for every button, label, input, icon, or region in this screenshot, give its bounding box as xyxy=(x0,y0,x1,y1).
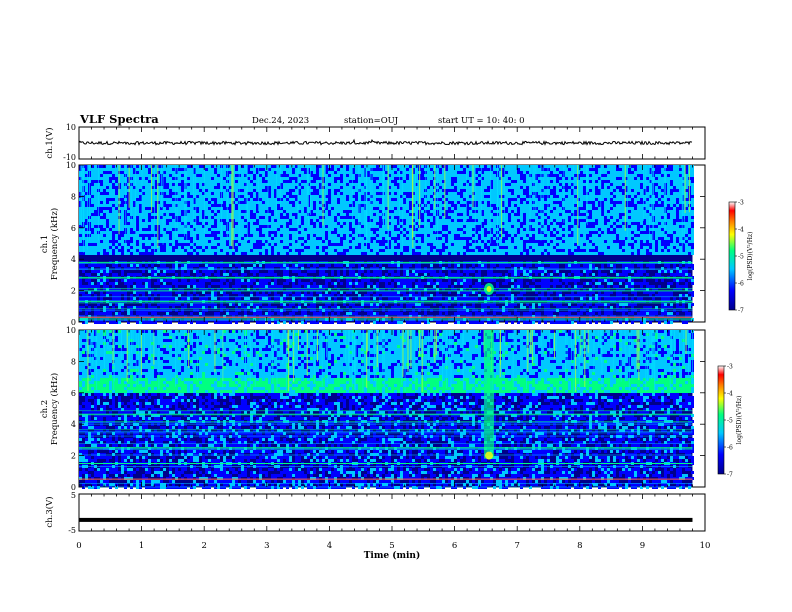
ch2-spectrogram-panel: 0 2 4 6 8 10 ch.2 Frequency (kHz) xyxy=(40,326,706,492)
colorbar-tick-label: -5 xyxy=(727,418,733,425)
colorbar-tick-label: -3 xyxy=(738,200,744,207)
ch2-colorbar: -3 -4 -5 -6 -7 log(PSD)(V²/Hz) xyxy=(717,364,743,479)
colorbar-tick-label: -7 xyxy=(727,472,733,479)
time-tick-label: 10 xyxy=(700,541,711,551)
ch2-spec-ylabel-freq: Frequency (kHz) xyxy=(49,373,60,445)
ch1-colorbar-label: log(PSD)(V²/Hz) xyxy=(747,232,754,281)
colorbar-tick-label: -5 xyxy=(738,254,744,261)
ch1-spectrogram-axis: 0 2 4 6 8 10 xyxy=(66,161,706,327)
colorbar-tick-label: -6 xyxy=(727,445,733,452)
time-tick-label: 9 xyxy=(640,541,645,551)
ch2-spectrogram xyxy=(79,330,694,489)
ch3-ytick-bottom: -5 xyxy=(68,526,76,535)
colorbar-tick-label: -6 xyxy=(738,281,744,288)
ch1-spectrogram-panel: 0 2 4 6 8 10 ch.1 Frequency (kHz) xyxy=(40,161,706,327)
colorbar-tick-label: -7 xyxy=(738,308,744,315)
ch1-waveform-line xyxy=(78,138,693,146)
freq-tick-label: 2 xyxy=(71,452,76,461)
time-axis-label: Time (min) xyxy=(364,550,421,561)
time-tick-label: 3 xyxy=(264,541,269,551)
freq-tick-label: 10 xyxy=(66,326,76,335)
ch1-waveform-panel: 10 -10 ch.1(V) xyxy=(44,123,706,162)
ch1-ytick-top: 10 xyxy=(66,123,76,132)
ch1-tick-marks xyxy=(78,127,706,159)
freq-tick-label: 10 xyxy=(66,161,76,170)
ch1-colorbar: -3 -4 -5 -6 -7 log(PSD)(V²/Hz) xyxy=(728,200,754,315)
time-tick-label: 6 xyxy=(452,541,457,551)
freq-tick-label: 8 xyxy=(71,192,76,201)
time-tick-label: 8 xyxy=(577,541,582,551)
time-tick-label: 5 xyxy=(389,541,394,551)
ch2-colorbar-ticks: -3 -4 -5 -6 -7 xyxy=(724,364,733,479)
ch1-ytick-bottom: -10 xyxy=(63,153,76,162)
ch3-tick-marks xyxy=(78,494,706,531)
freq-tick-label: 4 xyxy=(71,255,76,264)
ch1-spec-ylabel-channel: ch.1 xyxy=(40,235,50,253)
ch1-colorbar-ticks: -3 -4 -5 -6 -7 xyxy=(735,200,744,315)
time-tick-label: 4 xyxy=(327,541,332,551)
ch2-spectrogram-axis: 0 2 4 6 8 10 xyxy=(66,326,706,492)
colorbar-tick-label: -3 xyxy=(727,364,733,371)
colorbar-tick-label: -4 xyxy=(727,391,733,398)
ch3-ylabel: ch.3(V) xyxy=(44,496,55,527)
ch1-spectrogram xyxy=(79,165,694,324)
ch3-ytick-top: 5 xyxy=(71,491,76,500)
ch3-waveform-line xyxy=(79,517,693,522)
header-start-time: start UT = 10: 40: 0 xyxy=(438,116,525,126)
freq-tick-label: 0 xyxy=(71,483,76,492)
header-station: station=OUJ xyxy=(344,116,399,126)
ch1-ylabel: ch.1(V) xyxy=(44,127,55,158)
time-tick-label: 0 xyxy=(76,541,81,551)
time-tick-label: 2 xyxy=(201,541,206,551)
freq-tick-label: 4 xyxy=(71,420,76,429)
ch1-spec-ylabel-freq: Frequency (kHz) xyxy=(49,208,60,280)
time-axis-tick-labels: 0 1 2 3 4 5 6 7 8 9 10 xyxy=(76,541,710,551)
time-tick-label: 7 xyxy=(514,541,519,551)
freq-tick-label: 8 xyxy=(71,357,76,366)
ch2-colorbar-label: log(PSD)(V²/Hz) xyxy=(736,396,743,445)
figure-title: VLF Spectra xyxy=(79,112,159,126)
ch2-spec-ylabel-channel: ch.2 xyxy=(40,400,50,418)
header-date: Dec.24, 2023 xyxy=(252,116,309,126)
freq-tick-label: 2 xyxy=(71,287,76,296)
ch3-waveform-panel: 5 -5 ch.3(V) xyxy=(44,491,706,535)
freq-tick-label: 6 xyxy=(71,389,76,398)
colorbar-tick-label: -4 xyxy=(738,227,744,234)
freq-tick-label: 6 xyxy=(71,224,76,233)
time-tick-label: 1 xyxy=(139,541,144,551)
freq-tick-label: 0 xyxy=(71,318,76,327)
